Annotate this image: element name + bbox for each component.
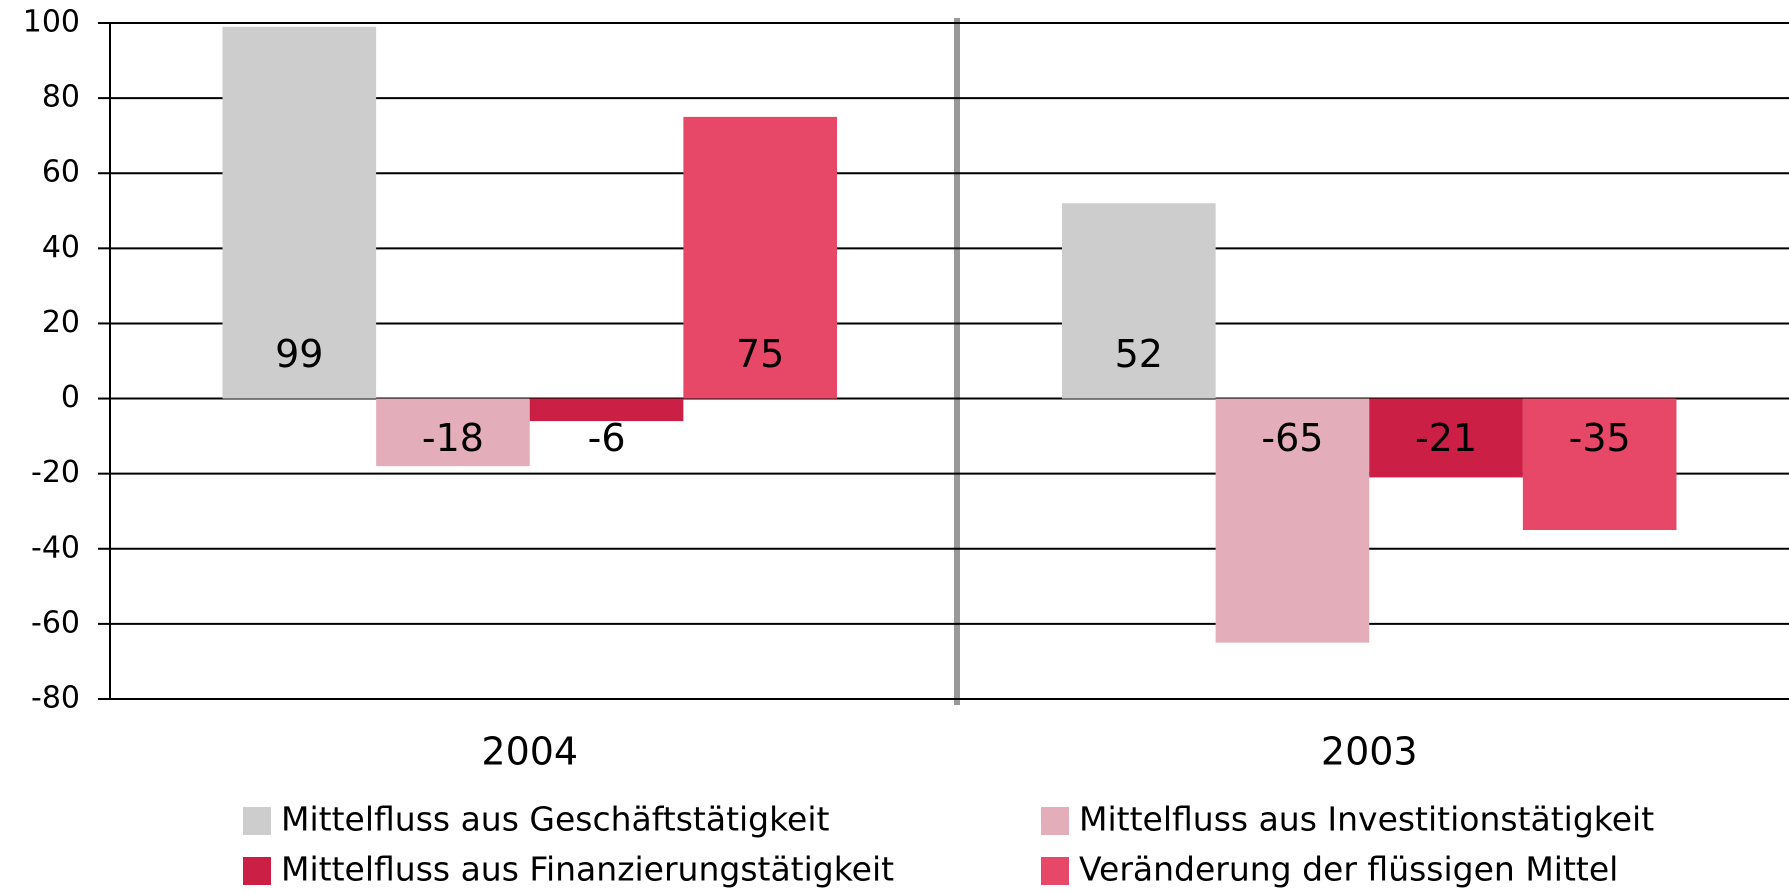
legend-label: Veränderung der flüssigen Mittel [1079, 850, 1618, 889]
bar [1369, 398, 1523, 478]
data-label: 99 [275, 332, 323, 376]
data-label: -35 [1569, 416, 1631, 460]
bar [683, 116, 838, 399]
y-tick-label: 0 [61, 380, 80, 415]
bar [1522, 398, 1677, 530]
bar [1061, 203, 1216, 399]
y-tick-label: -20 [31, 455, 80, 490]
data-label: -21 [1415, 416, 1477, 460]
y-tick-label: 100 [23, 5, 80, 40]
data-label: -18 [422, 416, 484, 460]
legend-label: Mittelfluss aus Finanzierungstätigkeit [281, 850, 894, 889]
x-tick-label: 2004 [481, 730, 578, 774]
y-tick-label: -60 [31, 605, 80, 640]
y-tick-label: -80 [31, 681, 80, 716]
legend-swatch [1041, 807, 1069, 835]
bar [529, 398, 684, 422]
bar [222, 26, 377, 399]
data-label: -65 [1261, 416, 1323, 460]
y-tick-label: 60 [42, 155, 80, 190]
legend-swatch [243, 807, 271, 835]
data-label: -6 [588, 416, 626, 460]
data-label: 75 [736, 332, 784, 376]
legend-label: Mittelfluss aus Geschäftstätigkeit [281, 800, 830, 839]
data-label: 52 [1115, 332, 1163, 376]
legend-swatch [1041, 857, 1069, 885]
y-tick-label: -40 [31, 530, 80, 565]
y-tick-label: 20 [42, 305, 80, 340]
x-tick-label: 2003 [1321, 730, 1418, 774]
y-tick-label: 80 [42, 80, 80, 115]
legend-label: Mittelfluss aus Investitionstätigkeit [1079, 800, 1654, 839]
legend-swatch [243, 857, 271, 885]
y-tick-label: 40 [42, 230, 80, 265]
bar [376, 398, 530, 467]
bar [1215, 398, 1370, 643]
